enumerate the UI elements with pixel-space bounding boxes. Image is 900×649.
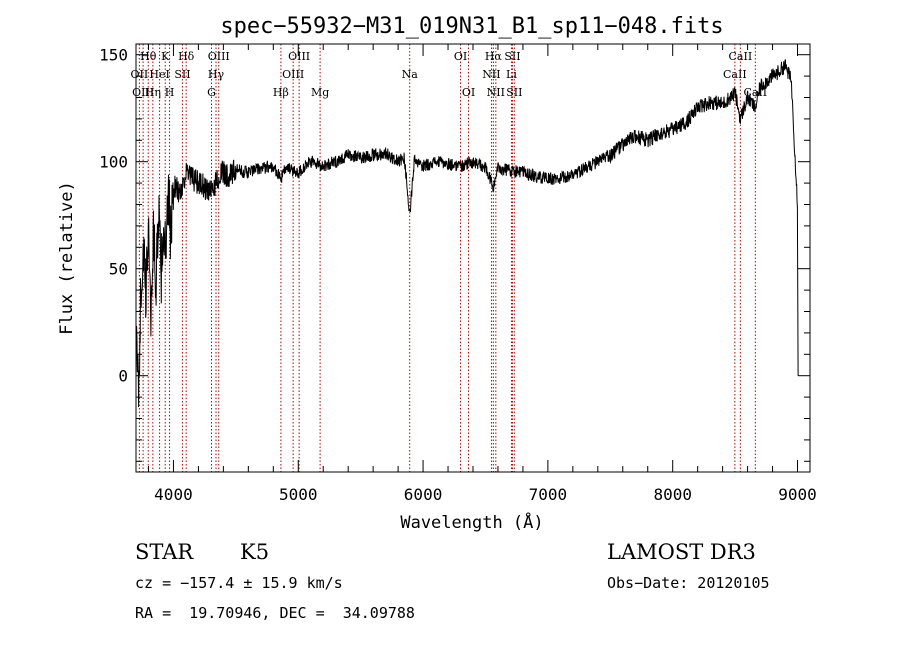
x-tick-label: 9000	[778, 485, 817, 504]
y-axis-label: Flux (relative)	[57, 181, 77, 335]
axis-ticks: 4000 5000 6000 7000 8000 9000 0 50 100 150	[99, 44, 817, 504]
line-marker-label: SII	[506, 86, 522, 99]
line-marker-label: OIII	[208, 50, 230, 63]
x-tick-label: 7000	[529, 485, 568, 504]
coordinates: RA = 19.70946, DEC = 34.09788	[135, 604, 415, 622]
line-marker-label: OI	[454, 50, 467, 63]
y-tick-label: 150	[99, 46, 128, 65]
x-tick-label: 8000	[653, 485, 692, 504]
y-tick-label: 0	[118, 367, 128, 386]
line-marker-label: OI	[462, 86, 475, 99]
line-marker-label: HeI	[149, 68, 169, 81]
line-marker-label: Na	[402, 68, 419, 81]
y-tick-label: 100	[99, 153, 128, 172]
x-tick-label: 4000	[154, 485, 193, 504]
observation-date: Obs−Date: 20120105	[607, 574, 770, 592]
line-marker-label: H	[165, 86, 175, 99]
line-marker-label: Li	[506, 68, 517, 81]
line-marker-label: Hγ	[208, 68, 225, 81]
line-marker-label: Hη	[145, 86, 161, 99]
line-marker-label: Mg	[311, 86, 329, 99]
redshift-velocity: cz = −157.4 ± 15.9 km/s	[135, 574, 343, 592]
line-marker-labels: Hθ OII OIII K HeI Hη Hδ SII H OIII Hγ G OIII OIII Hβ Mg…	[131, 50, 768, 99]
line-marker-label: SII	[174, 68, 190, 81]
line-marker-label: NII	[487, 86, 505, 99]
line-markers	[138, 44, 756, 472]
line-marker-label: NII	[482, 68, 500, 81]
x-tick-label: 6000	[404, 485, 443, 504]
line-marker-label: Hδ	[178, 50, 195, 63]
x-axis-label: Wavelength (Å)	[400, 511, 543, 533]
line-marker-label: Hθ	[140, 50, 157, 63]
line-marker-label: OIII	[282, 68, 304, 81]
object-class: STAR	[135, 540, 194, 564]
survey-name: LAMOST DR3	[607, 540, 756, 564]
y-tick-label: 50	[109, 260, 128, 279]
line-marker-label: OIII	[132, 86, 154, 99]
chart-title: spec−55932−M31_019N31_B1_sp11−048.fits	[220, 14, 723, 39]
line-marker-label: Hα	[485, 50, 503, 63]
line-marker-label: OIII	[288, 50, 310, 63]
line-marker-label: K	[161, 50, 170, 63]
line-marker-label: SII	[504, 50, 520, 63]
spectrum-line	[135, 59, 799, 408]
x-tick-label: 5000	[279, 485, 318, 504]
line-marker-label: CaII	[729, 50, 753, 63]
line-marker-label: CaII	[723, 68, 747, 81]
line-marker-label: OII	[131, 68, 149, 81]
spectral-subclass: K5	[240, 540, 270, 564]
line-marker-label: Hβ	[273, 86, 289, 99]
line-marker-label: G	[207, 86, 216, 99]
